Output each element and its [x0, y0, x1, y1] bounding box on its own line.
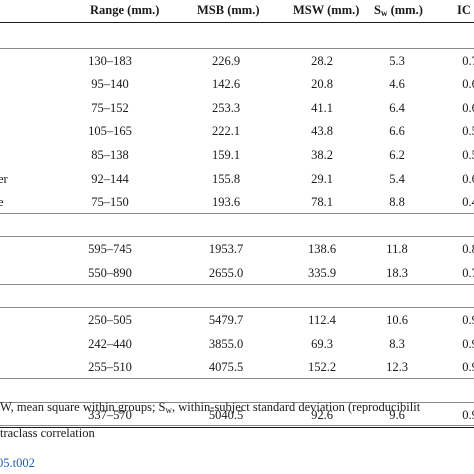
cell-icc: 0.7 [462, 53, 474, 68]
cell-label: e [0, 195, 4, 210]
footnote-line-2: traclass correlation [0, 426, 95, 440]
cell-msw: 112.4 [308, 313, 336, 328]
cell-msb: 193.6 [211, 195, 241, 210]
header-range: Range (mm.) [90, 3, 160, 17]
cell-icc: 0.6 [462, 171, 474, 186]
cell-sw: 4.6 [389, 77, 405, 92]
cell-sw: 18.3 [386, 266, 408, 280]
cell-msw: 29.1 [311, 171, 333, 186]
cell-sw: 9.6 [389, 407, 405, 422]
cell-sw: 5.4 [389, 171, 405, 186]
cell-range: 242–440 [88, 336, 132, 351]
header-sw: Sw (mm.) [374, 3, 423, 18]
cell-msw: 69.3 [311, 336, 333, 351]
cell-sw: 11.8 [386, 242, 408, 257]
cell-icc: 0.6 [462, 77, 474, 92]
table-rule [0, 22, 474, 23]
cell-msb: 226.9 [211, 53, 241, 68]
table-rule [0, 378, 474, 379]
cell-range: 337–570 [88, 407, 132, 422]
table-rule [0, 401, 474, 403]
cell-msw: 20.8 [311, 77, 333, 92]
cell-range: 92–144 [91, 171, 129, 186]
cell-msb: 222.1 [211, 124, 241, 139]
cell-range: 250–505 [88, 313, 132, 328]
cell-icc: 0.9 [462, 360, 474, 375]
cell-msw: 38.2 [311, 148, 333, 162]
cell-icc: 0.8 [462, 242, 474, 257]
cell-msb: 3855.0 [208, 336, 244, 351]
table-rule [0, 425, 474, 427]
cell-msw: 28.2 [311, 53, 333, 68]
cell-msb: 2655.0 [208, 266, 244, 280]
cell-range: 85–138 [91, 148, 129, 162]
cell-msb: 155.8 [211, 171, 241, 186]
cell-msb: 5040.5 [208, 407, 244, 422]
cell-range: 255–510 [88, 360, 132, 375]
cell-msb: 142.6 [211, 77, 241, 92]
cell-icc: 0.5 [462, 148, 474, 162]
cell-label: er [0, 171, 8, 186]
table-rule [0, 47, 474, 49]
cell-icc: 0.7 [462, 266, 474, 280]
cell-msw: 335.9 [307, 266, 337, 280]
cell-msw: 138.6 [307, 242, 337, 257]
cell-range: 595–745 [88, 242, 132, 257]
header-msb: MSB (mm.) [197, 3, 260, 17]
cell-sw: 8.8 [389, 195, 405, 210]
cell-msw: 41.1 [311, 100, 333, 115]
cell-range: 75–150 [91, 195, 129, 210]
cell-msb: 253.3 [211, 100, 241, 115]
cell-msb: 1953.7 [208, 242, 244, 257]
cell-icc: 0.6 [462, 100, 474, 115]
footnote-line-1: W, mean square within groups; Sw, within… [0, 400, 421, 415]
cell-icc: 0.5 [462, 124, 474, 139]
cell-msw: 43.8 [311, 124, 333, 139]
cell-msb: 5479.7 [208, 313, 244, 328]
cell-range: 75–152 [91, 100, 129, 115]
cell-icc: 0.9 [462, 313, 474, 328]
cell-sw: 8.3 [389, 336, 405, 351]
cell-sw: 5.3 [389, 53, 405, 68]
cell-range: 105–165 [88, 124, 132, 139]
header-icc: IC [457, 3, 471, 17]
cell-sw: 6.6 [389, 124, 405, 139]
cell-msw: 92.6 [311, 407, 333, 422]
cell-icc: 0.4 [462, 195, 474, 210]
doi-link[interactable]: 05.t002 [0, 456, 35, 470]
table-rule [0, 212, 474, 214]
cell-range: 550–890 [88, 266, 132, 280]
table-rule [0, 307, 474, 309]
cell-sw: 6.4 [389, 100, 405, 115]
table-rule [0, 236, 474, 238]
table-rule [0, 427, 474, 429]
cell-range: 130–183 [88, 53, 132, 68]
cell-sw: 10.6 [386, 313, 408, 328]
cell-msb: 159.1 [211, 148, 241, 162]
cell-icc: 0.9 [462, 407, 474, 422]
cell-msb: 4075.5 [208, 360, 244, 375]
cell-msw: 152.2 [307, 360, 337, 375]
cell-icc: 0.9 [462, 336, 474, 351]
cell-sw: 12.3 [386, 360, 408, 375]
cell-sw: 6.2 [389, 148, 405, 162]
table-rule [0, 283, 474, 285]
header-msw: MSW (mm.) [293, 3, 360, 17]
cell-range: 95–140 [91, 77, 129, 92]
cell-msw: 78.1 [311, 195, 333, 210]
